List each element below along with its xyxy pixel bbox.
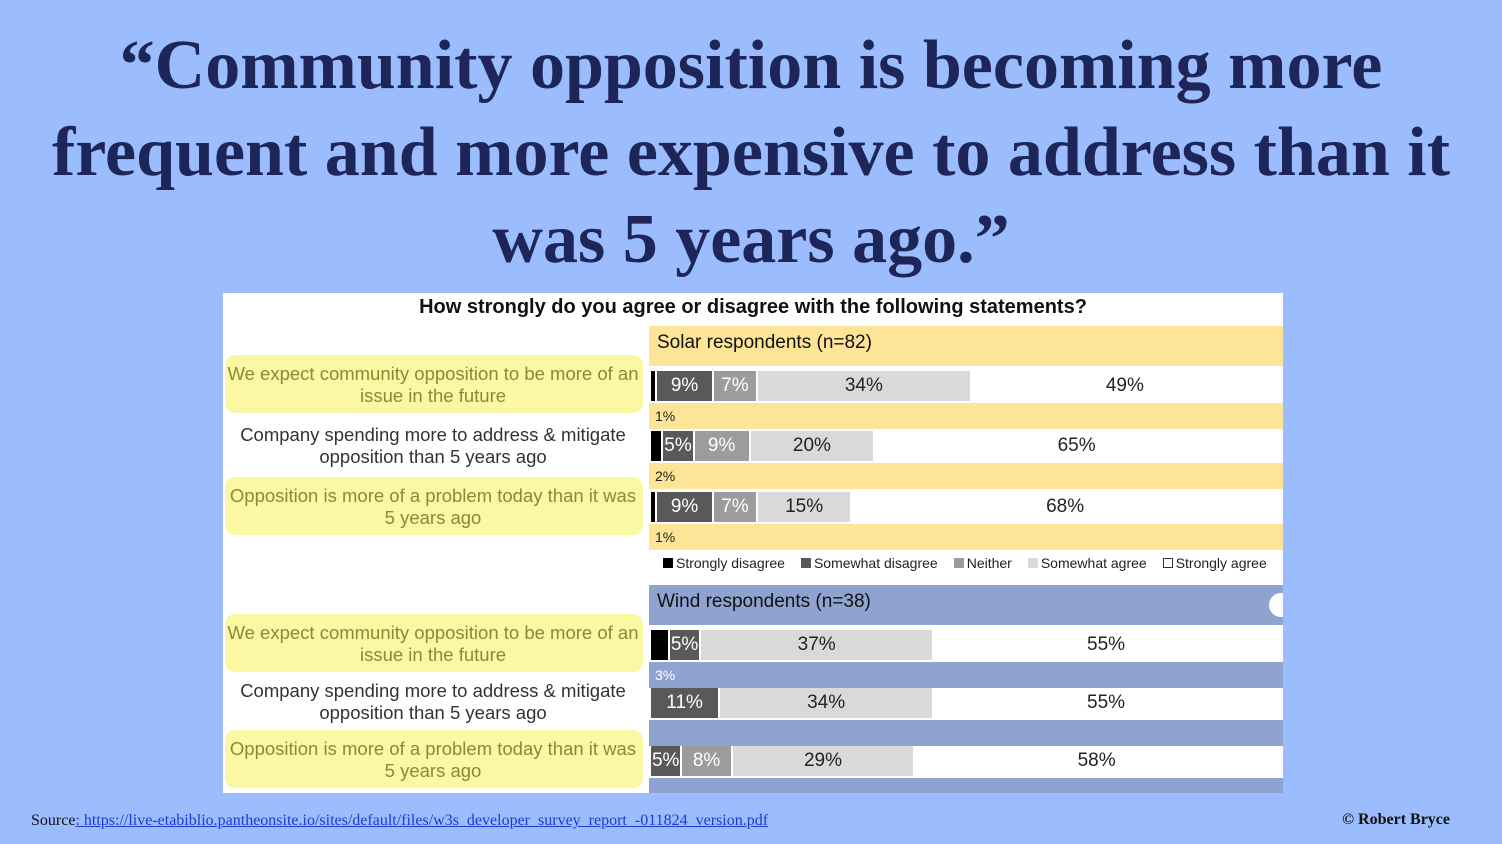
wind-group-header: Wind respondents (n=38) — [649, 585, 1283, 625]
bar-segment-somewhat-agree: 20% — [750, 431, 874, 461]
headline-quote: “Community opposition is becoming more f… — [51, 27, 1451, 278]
solar-group-header: Solar respondents (n=82) — [649, 326, 1283, 366]
bar-segment-somewhat-agree: 34% — [757, 371, 970, 401]
legend-swatch — [663, 558, 673, 568]
bar-segment-somewhat-disagree: 5% — [663, 431, 693, 461]
bar-segment-somewhat-agree: 15% — [757, 492, 851, 522]
legend-swatch — [1027, 558, 1038, 568]
wind-group-label: Wind respondents (n=38) — [657, 591, 871, 612]
bar-segment-somewhat-disagree: 5% — [669, 630, 700, 660]
statement-label: Opposition is more of a problem today th… — [229, 485, 637, 528]
row-separator-band — [649, 463, 1283, 489]
small-value-label: 2% — [655, 468, 676, 484]
row-separator-band — [649, 524, 1283, 550]
bar-segment-strongly-agree: 49% — [971, 371, 1278, 401]
bar-segment-strongly-disagree — [651, 492, 656, 522]
bar-segment-somewhat-disagree: 9% — [657, 492, 712, 522]
small-value-label: 3% — [655, 667, 676, 683]
copyright: © Robert Bryce — [1342, 811, 1450, 828]
legend-swatch — [800, 558, 811, 568]
legend-item-strongly-agree: Strongly agree — [1162, 555, 1267, 571]
bar-segment-neither: 9% — [694, 431, 749, 461]
bar-segment-strongly-agree: 68% — [852, 492, 1278, 522]
statement-label: Company spending more to address & mitig… — [240, 680, 626, 723]
statement-highlight — [225, 355, 643, 413]
statement-highlight — [225, 614, 643, 672]
legend-label: Strongly agree — [1175, 555, 1267, 571]
statement-label: We expect community opposition to be mor… — [227, 363, 639, 406]
bar-segment-neither: 7% — [713, 371, 756, 401]
survey-chart-panel: How strongly do you agree or disagree wi… — [223, 293, 1283, 793]
row-separator-band — [649, 778, 1283, 793]
bar-segment-strongly-agree: 55% — [934, 630, 1278, 660]
row-separator-band — [649, 720, 1283, 746]
row-separator-band — [649, 662, 1283, 688]
row-separator-band — [649, 403, 1283, 429]
small-value-label: 1% — [655, 529, 676, 545]
legend-item-somewhat-agree: Somewhat agree — [1027, 555, 1147, 571]
source-link[interactable]: : https://live-etabiblio.pantheonsite.io… — [75, 812, 769, 829]
bar-segment-somewhat-disagree: 11% — [651, 688, 719, 718]
statement-highlight — [225, 730, 643, 788]
statement-label: Company spending more to address & mitig… — [240, 424, 626, 467]
legend-swatch — [1162, 558, 1173, 568]
legend-swatch — [953, 558, 964, 568]
legend-item-neither: Neither — [953, 555, 1012, 571]
legend-label: Somewhat disagree — [813, 555, 938, 571]
bar-segment-strongly-disagree — [651, 371, 656, 401]
statement-highlight — [225, 477, 643, 535]
source-label: Source — [31, 812, 76, 829]
solar-group-label: Solar respondents (n=82) — [657, 332, 872, 353]
legend-item-somewhat-disagree: Somewhat disagree — [800, 555, 938, 571]
bar-segment-somewhat-disagree: 5% — [651, 746, 681, 776]
bar-segment-strongly-agree: 55% — [934, 688, 1278, 718]
badge-icon — [1269, 593, 1283, 617]
bar-segment-somewhat-disagree: 9% — [657, 371, 712, 401]
bar-segment-strongly-disagree — [651, 630, 668, 660]
statement-label: We expect community opposition to be mor… — [227, 622, 639, 665]
legend-label: Strongly disagree — [676, 555, 785, 571]
bar-segment-strongly-agree: 58% — [915, 746, 1278, 776]
statement-label: Opposition is more of a problem today th… — [229, 738, 637, 781]
bar-segment-somewhat-agree: 34% — [720, 688, 933, 718]
chart-title: How strongly do you agree or disagree wi… — [419, 296, 1087, 318]
bar-segment-somewhat-agree: 37% — [701, 630, 933, 660]
source-line: Source: https://live-etabiblio.pantheons… — [31, 812, 768, 830]
legend-label: Somewhat agree — [1040, 555, 1147, 571]
bar-segment-somewhat-agree: 29% — [732, 746, 914, 776]
legend-item-strongly-disagree: Strongly disagree — [663, 555, 785, 571]
bar-segment-strongly-disagree — [651, 431, 662, 461]
chart-legend: Strongly disagree Somewhat disagree Neithe… — [663, 555, 1283, 571]
bar-segment-strongly-agree: 65% — [875, 431, 1278, 461]
bar-segment-neither: 7% — [713, 492, 756, 522]
legend-label: Neither — [966, 555, 1012, 571]
bar-segment-neither: 8% — [682, 746, 731, 776]
small-value-label: 1% — [655, 408, 676, 424]
